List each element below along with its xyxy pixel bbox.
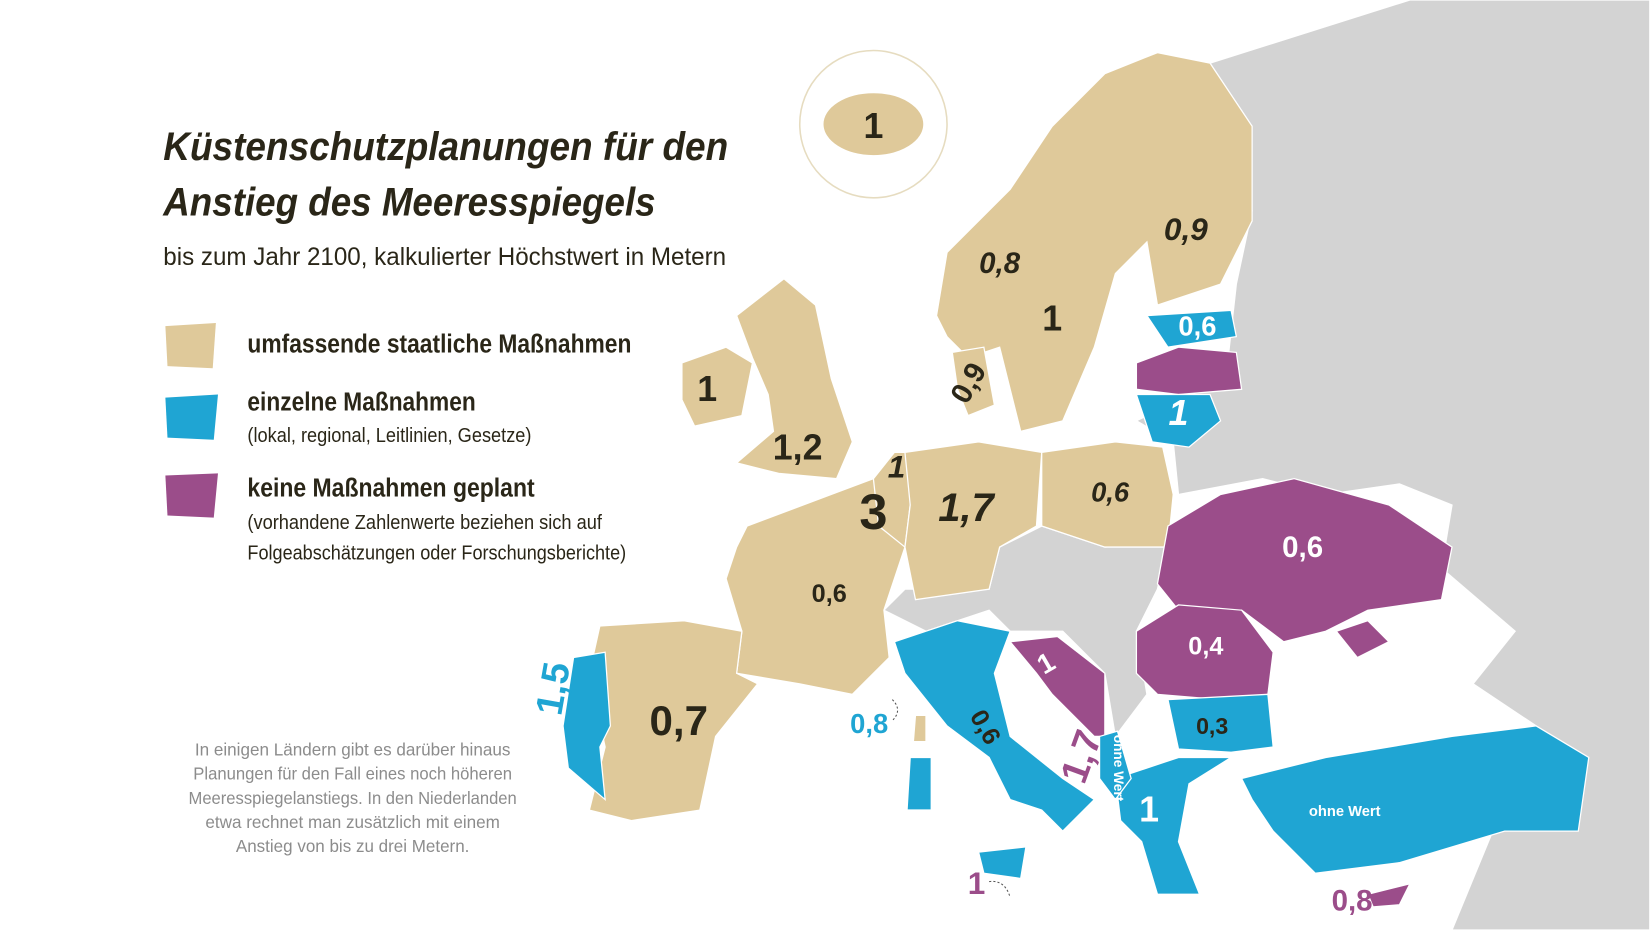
legend-note: (lokal, regional, Leitlinien, Gesetze) xyxy=(247,425,531,447)
country-label: 0,8 xyxy=(1332,884,1373,917)
country-label: 0,6 xyxy=(812,580,847,608)
country xyxy=(1041,441,1174,548)
legend-label: keine Maßnahmen geplant xyxy=(247,473,534,503)
country xyxy=(1240,725,1590,874)
country xyxy=(735,277,854,480)
country xyxy=(1135,346,1243,396)
country-label: ohne Wert xyxy=(1111,735,1126,802)
subtitle: bis zum Jahr 2100, kalkulierter Höchstwe… xyxy=(163,243,726,271)
title: Küstenschutzplanungen für den xyxy=(163,125,728,169)
note: Meeresspiegelanstiegs. In den Niederland… xyxy=(189,788,517,808)
title: Anstieg des Meeresspiegels xyxy=(162,181,655,225)
country-label: ohne Wert xyxy=(1309,804,1381,820)
country-label: 0,6 xyxy=(1282,531,1323,564)
note: Anstieg von bis zu drei Metern. xyxy=(236,836,470,856)
legend-label: umfassende staatliche Maßnahmen xyxy=(247,328,631,358)
land xyxy=(1135,0,1650,930)
country-label: 1 xyxy=(1139,790,1159,830)
country xyxy=(906,756,932,811)
leader xyxy=(989,880,1011,898)
country-label: 1 xyxy=(968,865,986,901)
note: Planungen für den Fall eines noch höhere… xyxy=(193,764,512,784)
legend-swatch xyxy=(165,473,218,518)
country-label: 1 xyxy=(863,106,883,146)
legend-swatch xyxy=(165,322,216,369)
country xyxy=(951,346,996,417)
country xyxy=(904,441,1043,601)
country-label: 1,2 xyxy=(773,428,823,468)
country-label: 0,6 xyxy=(1178,310,1216,341)
country xyxy=(1335,619,1390,659)
inset-circle xyxy=(798,49,948,199)
country xyxy=(893,620,1096,833)
country-label: 1 xyxy=(697,369,717,409)
country-label: 0,8 xyxy=(979,247,1021,280)
country xyxy=(1145,309,1238,348)
legend-note: (vorhandene Zahlenwerte beziehen sich au… xyxy=(247,512,602,534)
note: etwa rechnet man zusätzlich mit einem xyxy=(205,812,500,832)
country xyxy=(681,346,754,427)
country-label: 1,5 xyxy=(528,659,579,718)
country-label: 1 xyxy=(1169,393,1189,433)
note: In einigen Ländern gibt es darüber hinau… xyxy=(195,739,511,759)
country-label: 0,8 xyxy=(850,708,888,739)
country-label: 1,7 xyxy=(938,486,995,530)
country xyxy=(1167,693,1274,753)
legend-label: einzelne Maßnahmen xyxy=(247,386,475,416)
country xyxy=(1098,730,1132,801)
country-label: 3 xyxy=(859,483,887,540)
country-label: 1 xyxy=(888,449,906,485)
country-label: 0,3 xyxy=(1196,713,1228,739)
country xyxy=(1114,756,1234,895)
country xyxy=(822,91,925,157)
country-label: 0,6 xyxy=(1091,477,1130,508)
country xyxy=(1135,393,1222,448)
country xyxy=(977,846,1027,880)
country xyxy=(935,51,1253,433)
country-label: 1 xyxy=(1042,298,1062,338)
legend-note: Folgeabschätzungen oder Forschungsberich… xyxy=(247,543,626,565)
country xyxy=(562,651,612,802)
country xyxy=(1366,882,1412,908)
country-label: 0,4 xyxy=(1188,633,1223,661)
country xyxy=(912,714,927,743)
country-label: 0,7 xyxy=(650,697,709,744)
legend-swatch xyxy=(165,394,218,440)
leader xyxy=(891,699,899,722)
country-label: 0,9 xyxy=(1164,211,1208,247)
